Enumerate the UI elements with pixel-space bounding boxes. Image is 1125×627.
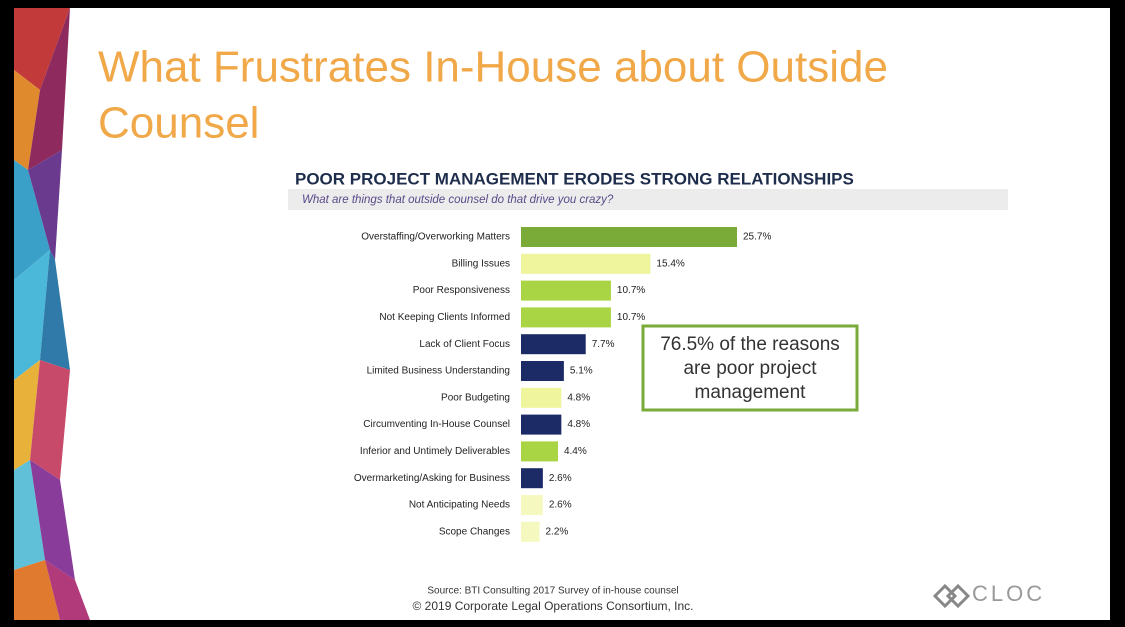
logo-text: CLOC — [972, 581, 1045, 606]
value-label: 2.2% — [545, 526, 568, 537]
value-label: 4.4% — [564, 446, 587, 457]
logo-mark — [932, 583, 971, 609]
value-label: 2.6% — [549, 473, 572, 484]
bar — [521, 334, 586, 355]
category-label: Overstaffing/Overworking Matters — [361, 232, 510, 243]
callout-box — [641, 324, 859, 412]
value-label: 15.4% — [656, 258, 684, 269]
category-label: Not Anticipating Needs — [409, 500, 510, 511]
category-label: Scope Changes — [439, 526, 510, 537]
bar — [521, 361, 564, 381]
value-label: 2.6% — [549, 500, 572, 511]
value-label: 7.7% — [592, 339, 615, 350]
callout-text: are poor project — [683, 358, 817, 379]
value-label: 10.7% — [617, 285, 645, 296]
category-label: Limited Business Understanding — [367, 366, 510, 377]
bar — [521, 280, 611, 301]
bar — [521, 387, 562, 408]
callout-text: 76.5% of the reasons — [660, 334, 840, 355]
category-label: Inferior and Untimely Deliverables — [360, 446, 510, 457]
copyright: © 2019 Corporate Legal Operations Consor… — [413, 599, 694, 613]
source-note: Source: BTI Consulting 2017 Survey of in… — [427, 586, 678, 597]
category-label: Circumventing In-House Counsel — [363, 419, 510, 430]
bar — [521, 521, 540, 542]
slide-title-line: What Frustrates In-House about Outside — [98, 43, 888, 92]
category-label: Poor Budgeting — [441, 392, 510, 403]
decorative-stripe — [14, 8, 90, 620]
category-label: Lack of Client Focus — [419, 339, 510, 350]
category-label: Poor Responsiveness — [413, 285, 510, 296]
chart-subtitle: What are things that outside counsel do … — [302, 194, 614, 206]
slide-title-line: Counsel — [98, 99, 259, 148]
subtitle-band — [288, 189, 1008, 210]
bar — [521, 495, 543, 515]
category-label: Overmarketing/Asking for Business — [354, 473, 510, 484]
bar — [521, 307, 611, 328]
chart-title: POOR PROJECT MANAGEMENT ERODES STRONG RE… — [295, 169, 854, 188]
bar — [521, 414, 562, 435]
value-label: 4.8% — [567, 419, 590, 430]
bar — [521, 253, 651, 274]
bar — [521, 441, 558, 462]
value-label: 25.7% — [743, 232, 771, 243]
category-label: Billing Issues — [452, 258, 510, 269]
value-label: 5.1% — [570, 366, 593, 377]
bar — [521, 227, 737, 247]
value-label: 4.8% — [567, 392, 590, 403]
bar — [521, 468, 543, 489]
value-label: 10.7% — [617, 312, 645, 323]
callout-text: management — [695, 382, 807, 403]
category-label: Not Keeping Clients Informed — [379, 312, 510, 323]
